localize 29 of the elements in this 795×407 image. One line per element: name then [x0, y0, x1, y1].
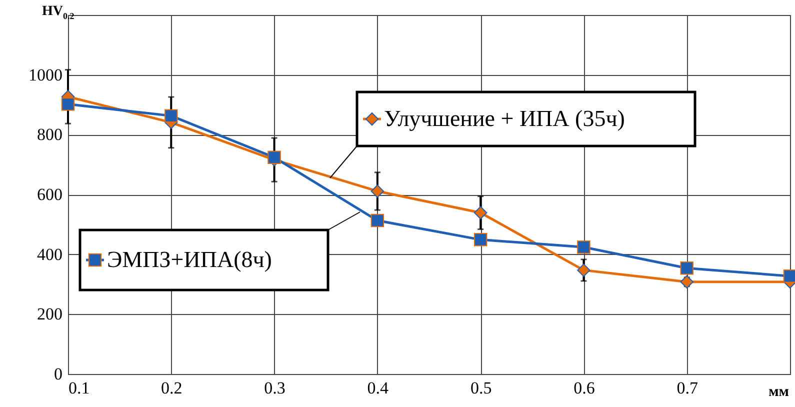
point	[164, 109, 178, 122]
y-axis-title: HV$_{0.2}$	[42, 4, 74, 21]
y-tick-label: 400	[37, 244, 62, 264]
point	[370, 184, 384, 198]
y-tick-label: 1000	[28, 65, 62, 84]
legend-label: ЭМПЗ+ИПА(8ч)	[107, 247, 272, 272]
x-tick-label: 0.1	[68, 378, 90, 398]
point	[680, 275, 694, 288]
point	[474, 206, 488, 220]
x-tick-label: 0.4	[367, 378, 390, 398]
x-tick-label: 0.7	[676, 378, 698, 398]
legend-label: Улучшение + ИПА (35ч)	[384, 106, 625, 131]
point	[61, 98, 75, 111]
y-tick-label: 800	[37, 125, 62, 144]
point	[577, 264, 590, 277]
x-tick-label: 0.3	[264, 378, 286, 398]
y-tick-label: 600	[37, 185, 62, 204]
point	[783, 270, 795, 283]
y-tick-label: 0	[54, 364, 62, 384]
point	[268, 150, 281, 164]
point	[370, 214, 384, 228]
x-tick-label: 0.2	[161, 378, 182, 398]
x-tick-label: 0.5	[470, 378, 492, 398]
point	[680, 261, 694, 275]
x-axis-title: мм	[768, 384, 789, 401]
point	[577, 240, 590, 254]
y-tick-label: 200	[37, 304, 62, 324]
point	[474, 233, 488, 246]
x-tick-label: 0.6	[574, 378, 595, 398]
